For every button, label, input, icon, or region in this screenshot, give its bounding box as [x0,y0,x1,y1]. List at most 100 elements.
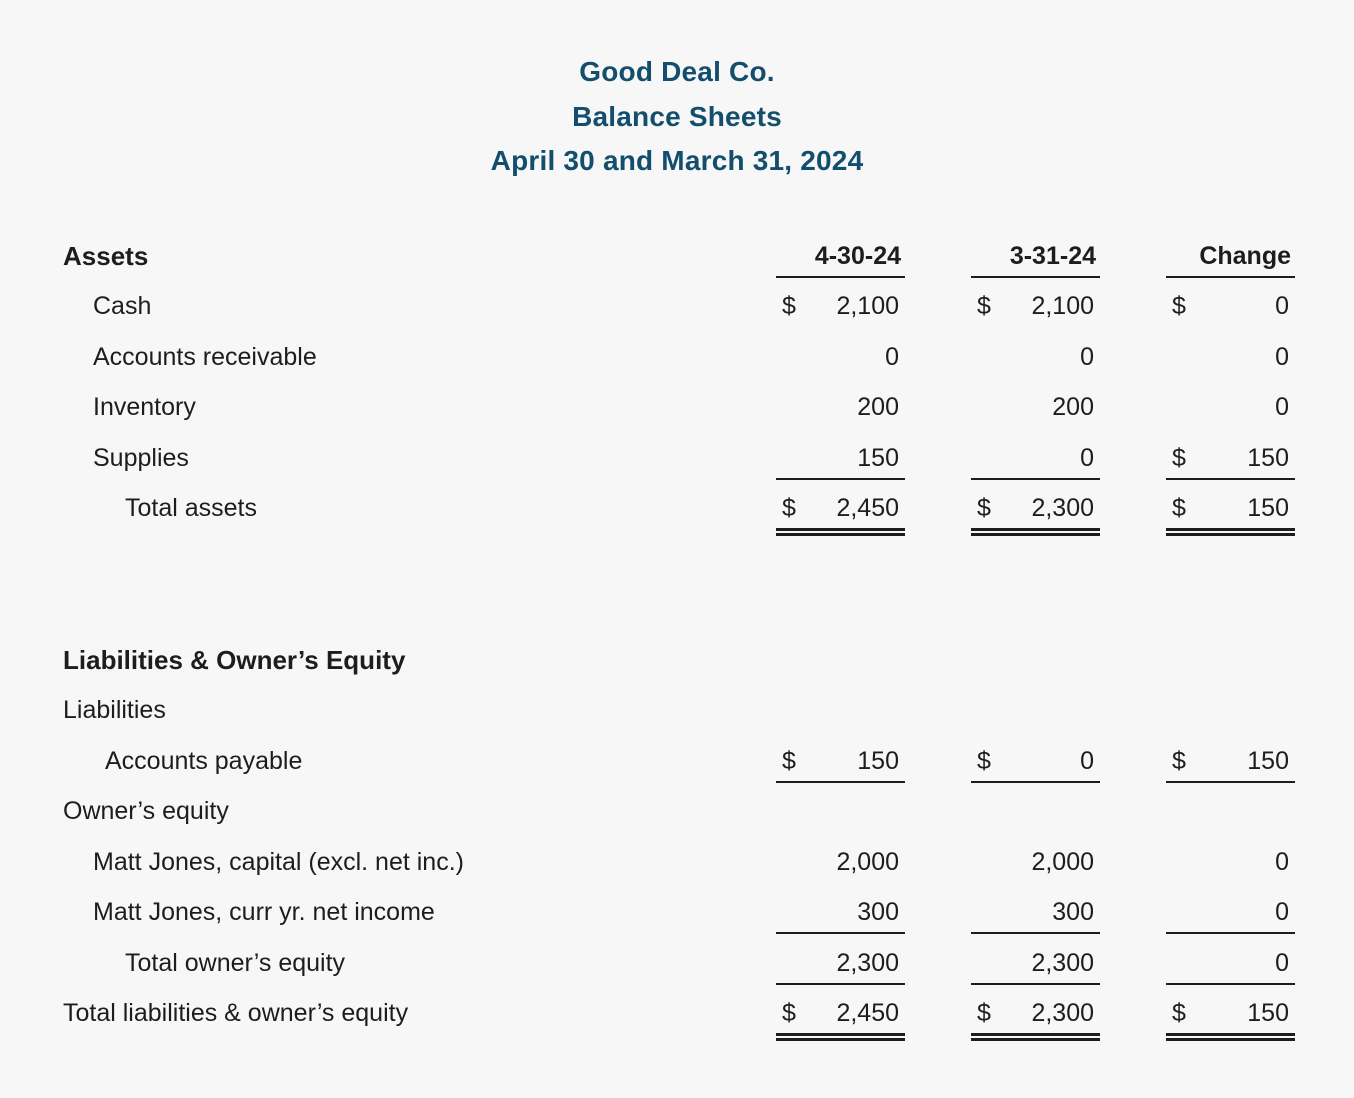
dollar-sign: $ [782,999,796,1028]
table-row-inventory: Inventory 200 200 0 [63,382,1295,433]
amount-cell: $150 [1166,438,1295,480]
dollar-sign: $ [977,494,991,523]
amount-cell: $150 [1166,741,1295,783]
amount-value: 0 [1275,342,1289,371]
table-row-supplies: Supplies 150 0 $150 [63,433,1295,484]
dollar-sign: $ [1172,494,1186,523]
amount-cell: 2,300 [971,943,1100,985]
row-label: Inventory [93,393,196,422]
amount-cell: 0 [1166,842,1295,882]
balance-sheet-page: Good Deal Co. Balance Sheets April 30 an… [0,56,1354,1042]
section-gap [63,534,1295,635]
table-row-accounts-receivable: Accounts receivable 0 0 0 [63,332,1295,383]
row-label: Liabilities [63,696,166,725]
amount-cell: 2,000 [971,842,1100,882]
column-header-change: Change [1166,236,1295,278]
dollar-sign: $ [1172,443,1186,472]
row-label: Accounts payable [105,746,303,775]
amount-value: 2,300 [1031,948,1094,977]
amount-value: 2,300 [1031,999,1094,1028]
section-header-liabilities-equity: Liabilities & Owner’s Equity [63,644,406,675]
amount-cell: 300 [971,892,1100,935]
amount-value: 150 [857,443,899,472]
amount-value: 0 [1080,342,1094,371]
amount-cell: 0 [1166,892,1295,935]
amount-value: 2,450 [836,494,899,523]
amount-value: 300 [857,898,899,927]
table-row-liabilities-subheader: Liabilities [63,685,1295,736]
amount-value: 2,100 [1031,292,1094,321]
amount-cell: $2,300 [971,993,1100,1042]
amount-cell: $150 [1166,993,1295,1042]
column-header-4-30-24: 4-30-24 [776,236,905,278]
amount-cell: $2,450 [776,993,905,1042]
amount-value: 0 [1275,948,1289,977]
amount-cell: $0 [1166,286,1295,326]
amount-value: 2,000 [1031,847,1094,876]
amount-cell: 0 [1166,943,1295,985]
amount-value: 150 [1247,999,1289,1028]
amount-value: 2,300 [836,948,899,977]
row-label: Cash [93,292,152,321]
amount-value: 0 [885,342,899,371]
row-label: Supplies [93,443,189,472]
row-label: Accounts receivable [93,342,317,371]
balance-sheet-table: Assets 4-30-24 3-31-24 Change Cash $2,10… [0,231,1354,1042]
row-label: Matt Jones, curr yr. net income [93,898,435,927]
amount-value: 150 [1247,494,1289,523]
amount-cell: 0 [971,337,1100,377]
amount-cell: $0 [971,741,1100,783]
amount-cell: $2,100 [776,286,905,326]
amount-value: 300 [1052,898,1094,927]
amount-value: 0 [1080,746,1094,775]
amount-value: 0 [1080,443,1094,472]
amount-value: 150 [857,746,899,775]
dollar-sign: $ [782,494,796,523]
row-label: Owner’s equity [63,797,229,826]
dollar-sign: $ [1172,746,1186,775]
column-header-3-31-24: 3-31-24 [971,236,1100,278]
amount-value: 200 [1052,393,1094,422]
amount-cell: 300 [776,892,905,935]
table-row-capital: Matt Jones, capital (excl. net inc.) 2,0… [63,837,1295,888]
table-row-total-owners-equity: Total owner’s equity 2,300 2,300 0 [63,938,1295,989]
table-row-total-liabilities-equity: Total liabilities & owner’s equity $2,45… [63,988,1295,1042]
amount-cell: 0 [1166,337,1295,377]
amount-cell: 150 [776,438,905,480]
amount-value: 150 [1247,443,1289,472]
amount-value: 2,000 [836,847,899,876]
amount-value: 0 [1275,847,1289,876]
amount-cell: $150 [776,741,905,783]
amount-value: 200 [857,393,899,422]
table-row-net-income: Matt Jones, curr yr. net income 300 300 … [63,887,1295,938]
amount-cell: 0 [971,438,1100,480]
amount-value: 0 [1275,898,1289,927]
dollar-sign: $ [782,292,796,321]
dollar-sign: $ [1172,999,1186,1028]
table-row-accounts-payable: Accounts payable $150 $0 $150 [63,736,1295,787]
table-row-owners-equity-subheader: Owner’s equity [63,786,1295,837]
dollar-sign: $ [977,292,991,321]
section-header-assets: Assets [63,240,149,271]
amount-value: 2,300 [1031,494,1094,523]
table-row-cash: Cash $2,100 $2,100 $0 [63,281,1295,332]
row-label: Matt Jones, capital (excl. net inc.) [93,847,464,876]
table-header-row: Assets 4-30-24 3-31-24 Change [63,231,1295,282]
report-dates: April 30 and March 31, 2024 [490,145,864,176]
amount-cell: 200 [971,387,1100,427]
dollar-sign: $ [1172,292,1186,321]
amount-value: 2,450 [836,999,899,1028]
amount-value: 0 [1275,393,1289,422]
amount-cell: $2,450 [776,488,905,537]
dollar-sign: $ [977,746,991,775]
amount-cell: $2,300 [971,488,1100,537]
amount-cell: 0 [776,337,905,377]
dollar-sign: $ [782,746,796,775]
amount-cell: $2,100 [971,286,1100,326]
company-name: Good Deal Co. [579,56,775,87]
amount-value: 0 [1275,292,1289,321]
amount-cell: 2,300 [776,943,905,985]
table-row-liabilities-equity-header: Liabilities & Owner’s Equity [63,635,1295,686]
table-row-total-assets: Total assets $2,450 $2,300 $150 [63,483,1295,537]
amount-cell: 200 [776,387,905,427]
